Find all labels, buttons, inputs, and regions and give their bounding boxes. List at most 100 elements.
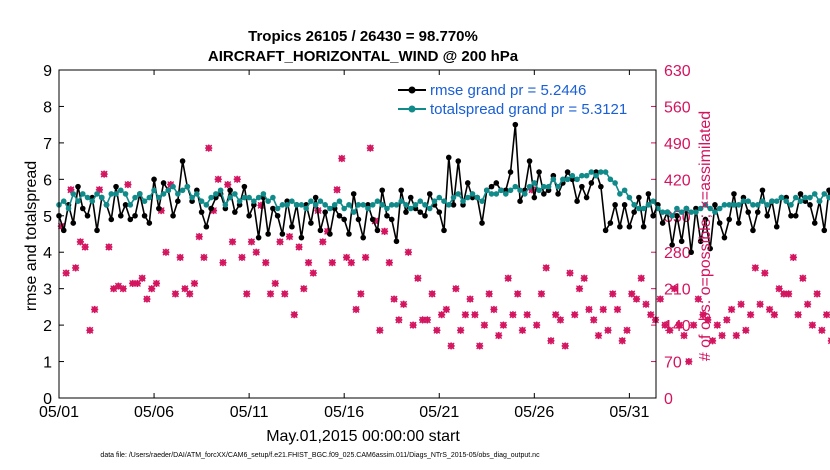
obs-assimilated-marker xyxy=(366,144,374,152)
totalspread-point xyxy=(655,205,661,212)
totalspread-point xyxy=(317,198,324,204)
totalspread-point xyxy=(512,183,519,190)
obs-assimilated-marker xyxy=(186,290,194,298)
rmse-point xyxy=(108,216,115,223)
totalspread-point xyxy=(175,191,181,197)
obs-assimilated-marker xyxy=(618,337,626,345)
rmse-point xyxy=(208,205,214,212)
rmse-point xyxy=(526,158,533,164)
rmse-point xyxy=(797,191,804,197)
totalspread-point xyxy=(617,191,623,197)
totalspread-point xyxy=(146,194,153,201)
totalspread-point xyxy=(141,198,148,204)
totalspread-point xyxy=(750,202,756,208)
obs-assimilated-marker xyxy=(823,311,830,319)
obs-assimilated-marker xyxy=(376,326,384,334)
obs-assimilated-marker xyxy=(542,264,550,272)
totalspread-point xyxy=(431,198,438,204)
totalspread-point xyxy=(346,202,352,208)
obs-assimilated-marker xyxy=(476,342,484,350)
obs-assimilated-marker xyxy=(737,300,745,308)
obs-assimilated-marker xyxy=(628,290,636,298)
totalspread-point xyxy=(693,209,699,215)
axes-background xyxy=(59,70,656,398)
rmse-point xyxy=(355,216,362,223)
obs-assimilated-marker xyxy=(623,326,631,334)
totalspread-point xyxy=(631,202,637,208)
totalspread-point xyxy=(769,198,775,204)
rmse-point xyxy=(374,227,381,234)
rmse-point xyxy=(455,158,462,164)
totalspread-point xyxy=(241,194,248,201)
rmse-point xyxy=(327,231,333,237)
totalspread-point xyxy=(255,194,262,201)
totalspread-point xyxy=(702,202,709,208)
obs-assimilated-marker xyxy=(661,321,669,329)
totalspread-point xyxy=(802,194,809,201)
rmse-point xyxy=(626,223,633,230)
rmse-point xyxy=(640,223,647,230)
totalspread-point xyxy=(79,191,86,197)
obs-assimilated-marker xyxy=(685,357,693,366)
obs-assimilated-marker xyxy=(419,316,427,324)
totalspread-point xyxy=(526,183,533,190)
totalspread-point xyxy=(103,202,110,208)
obs-assimilated-marker xyxy=(775,285,783,293)
obs-assimilated-marker xyxy=(756,300,764,308)
totalspread-point xyxy=(194,191,200,197)
obs-assimilated-marker xyxy=(632,295,641,303)
obs-assimilated-marker xyxy=(761,269,769,277)
rmse-point xyxy=(464,180,471,186)
rmse-point xyxy=(232,209,238,215)
obs-assimilated-marker xyxy=(276,238,284,246)
obs-assimilated-marker xyxy=(666,326,674,334)
obs-assimilated-marker xyxy=(804,300,812,308)
totalspread-point xyxy=(488,191,495,197)
rmse-point xyxy=(826,187,830,194)
obs-assimilated-marker xyxy=(114,282,123,290)
rmse-point xyxy=(731,191,737,197)
totalspread-point xyxy=(127,202,134,208)
obs-assimilated-marker xyxy=(72,264,80,272)
totalspread-point xyxy=(807,194,813,201)
rmse-point xyxy=(488,183,495,190)
bottom-tick-label: 05/01 xyxy=(39,404,79,421)
totalspread-point xyxy=(469,191,476,197)
rmse-point xyxy=(792,212,799,219)
rmse-point xyxy=(298,234,305,241)
rmse-point xyxy=(636,194,642,201)
rmse-point xyxy=(407,194,414,201)
left-tick-label: 5 xyxy=(43,209,52,226)
rmse-point xyxy=(702,216,709,223)
rmse-point xyxy=(754,209,761,215)
obs-assimilated-marker xyxy=(224,180,232,189)
rmse-point xyxy=(697,238,704,245)
totalspread-point xyxy=(564,176,571,183)
left-tick-label: 9 xyxy=(43,63,52,80)
obs-assimilated-marker xyxy=(556,316,565,324)
obs-assimilated-marker xyxy=(485,290,493,298)
obs-assimilated-marker xyxy=(214,175,222,183)
totalspread-point xyxy=(312,202,319,208)
obs-assimilated-marker xyxy=(495,331,503,340)
totalspread-point xyxy=(388,202,395,208)
totalspread-point xyxy=(788,202,794,208)
totalspread-point xyxy=(179,187,186,194)
rmse-point xyxy=(369,216,376,223)
totalspread-point xyxy=(460,198,466,204)
obs-assimilated-marker xyxy=(257,201,265,209)
rmse-point xyxy=(70,220,77,226)
right-tick-label: 420 xyxy=(664,172,691,189)
totalspread-point xyxy=(374,198,381,204)
totalspread-point xyxy=(274,205,281,212)
rmse-point xyxy=(669,242,675,248)
rmse-point xyxy=(707,245,713,252)
totalspread-point xyxy=(464,194,471,201)
totalspread-point xyxy=(498,187,504,194)
rmse-point xyxy=(160,180,167,186)
obs-assimilated-marker xyxy=(319,238,327,246)
rmse-point xyxy=(198,209,205,215)
totalspread-point xyxy=(545,183,552,190)
totalspread-point xyxy=(398,198,405,204)
rmse-point xyxy=(531,194,538,201)
